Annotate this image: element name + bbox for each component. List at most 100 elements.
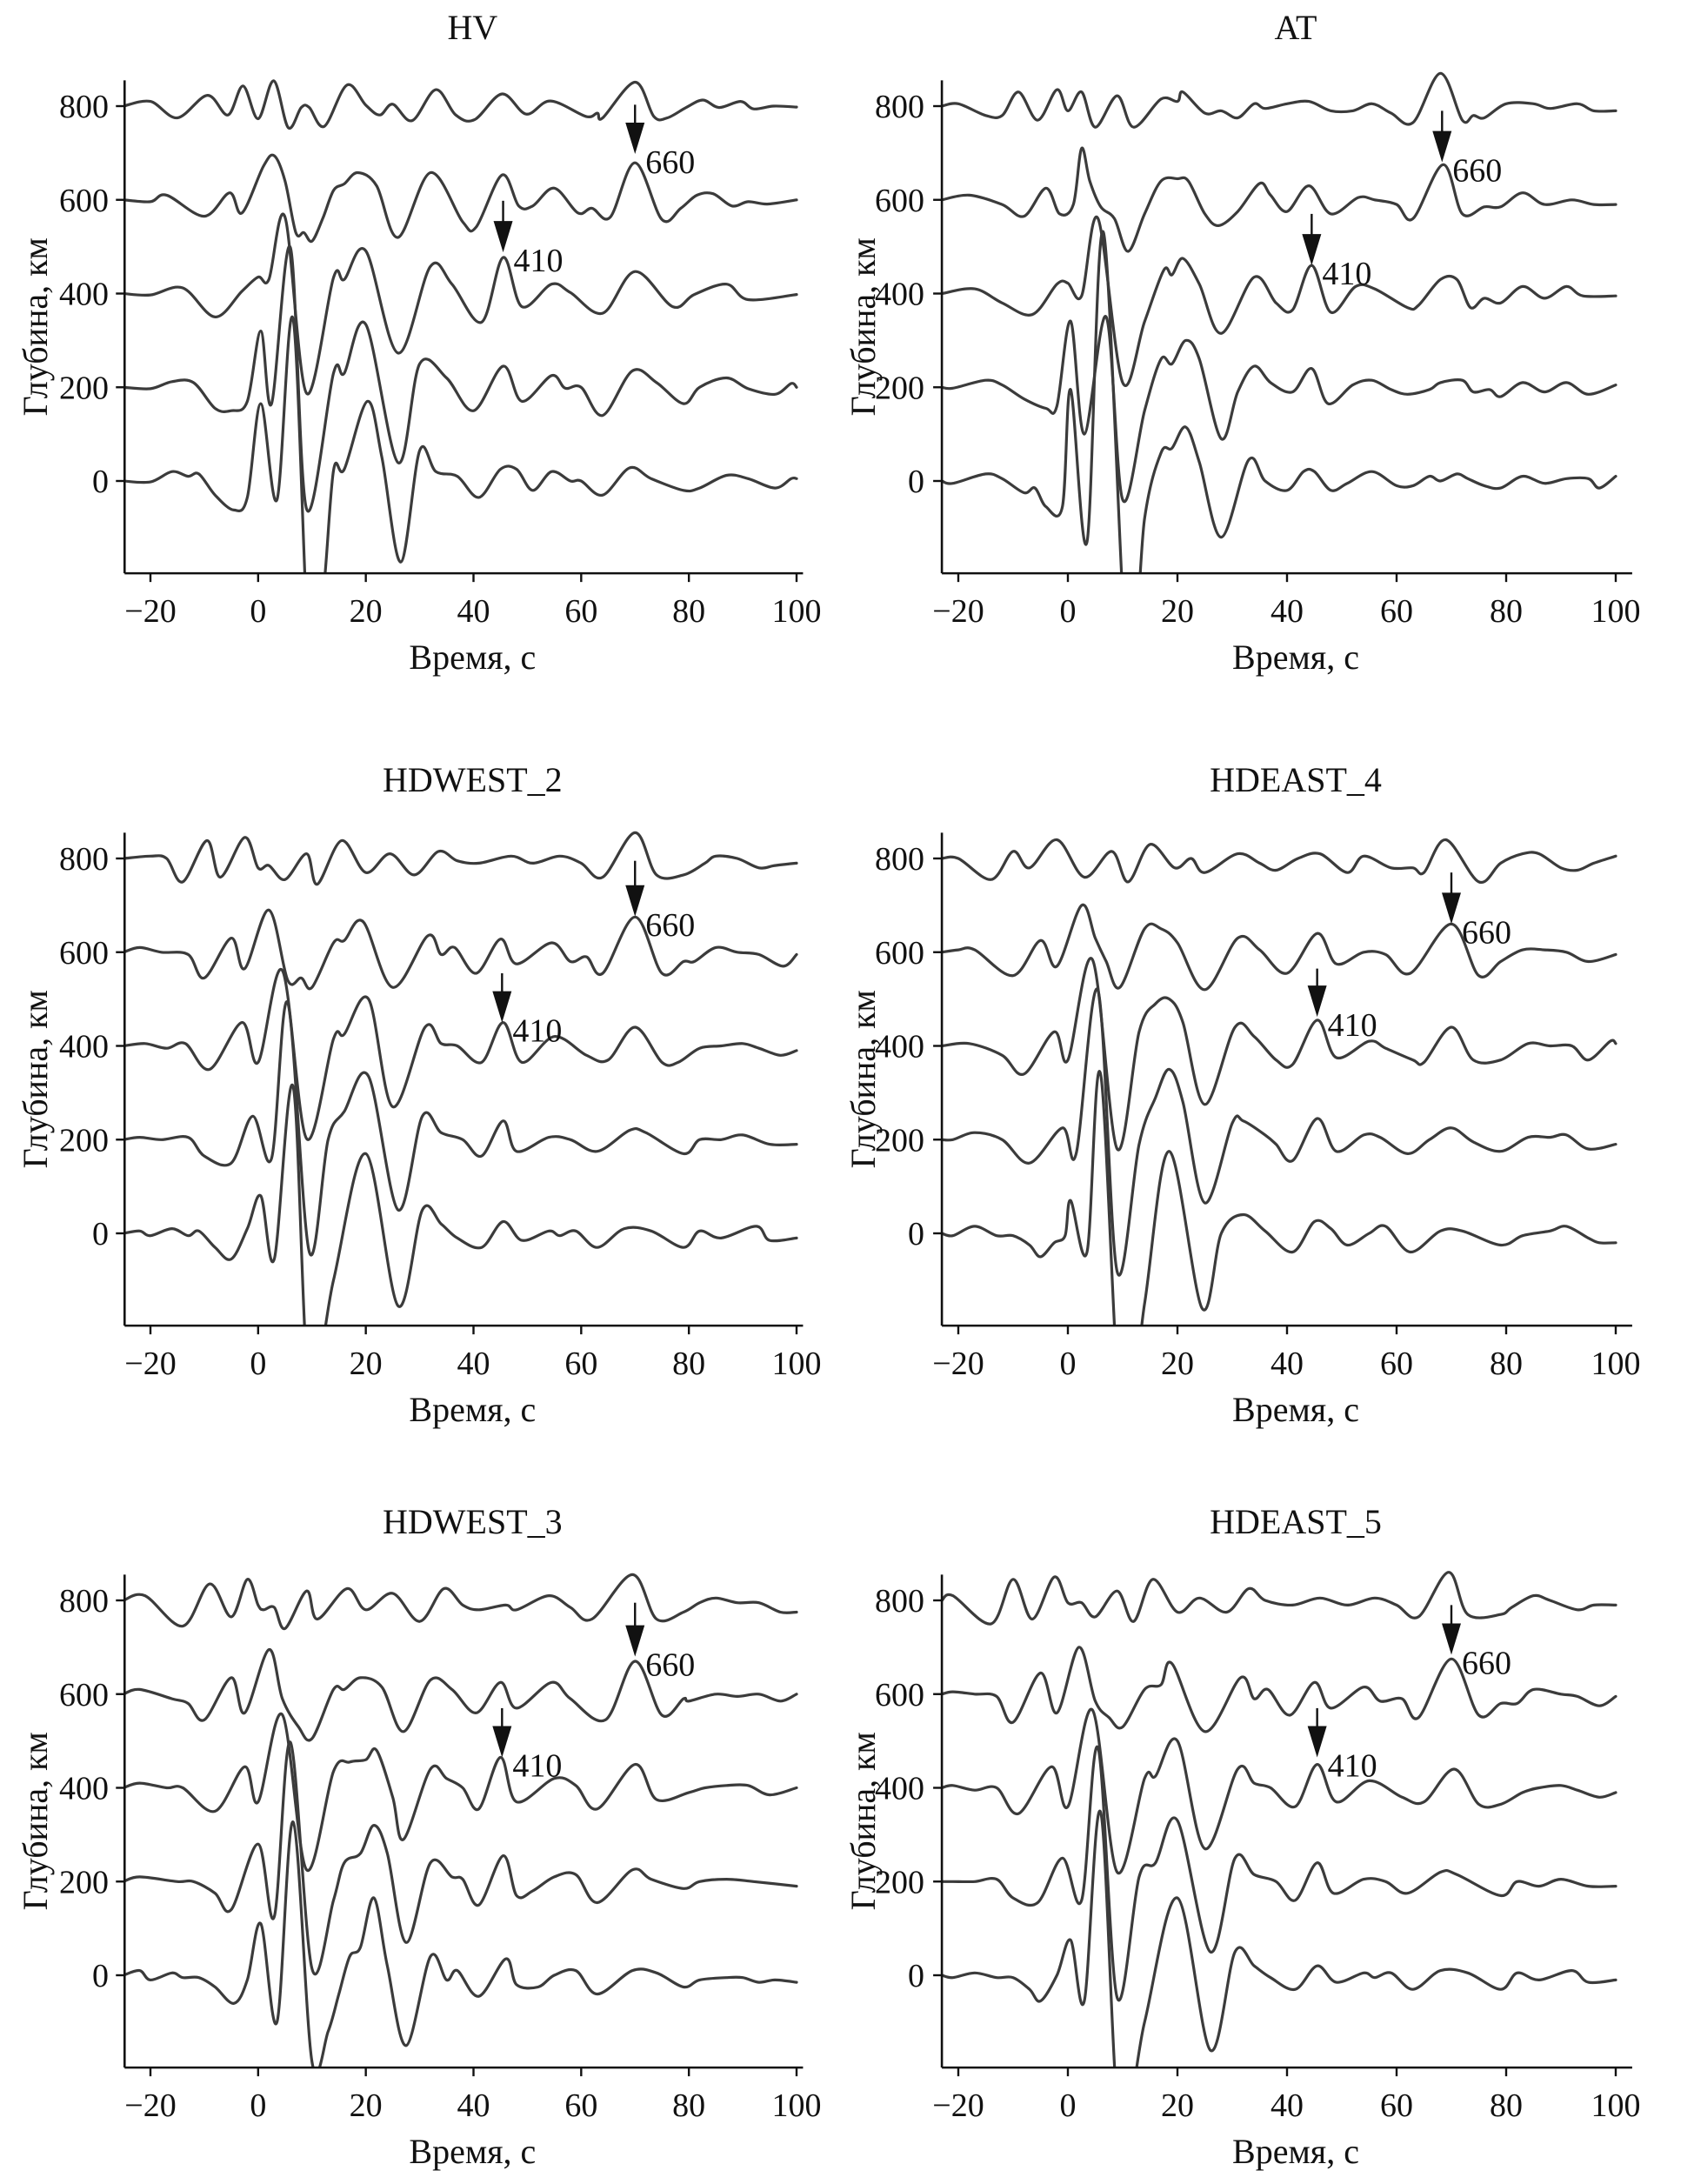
y-tick-label: 800: [59, 841, 109, 878]
panel-hdwest-2: HDWEST_2 0 200 400 600 800 −20 0 20 40 60 80 100 Врем…: [16, 760, 822, 1429]
panel-title: HDEAST_5: [1210, 1502, 1382, 1541]
trace-0km: [942, 1070, 1617, 1326]
x-tick-label: 100: [1591, 2087, 1641, 2124]
trace-600km: [124, 153, 798, 244]
trace-200km: [942, 1745, 1617, 2002]
arrow-410: 410: [1307, 968, 1377, 1044]
trace-0km: [942, 1809, 1617, 2068]
trace-800km: [124, 831, 798, 886]
x-tick-label: 20: [1161, 593, 1194, 630]
trace-800km: [942, 838, 1617, 885]
y-axis-label: Глубина, км: [16, 237, 55, 416]
x-tick-label: −20: [932, 1346, 984, 1382]
arrow-down-icon: [1442, 892, 1461, 925]
arrow-660: 660: [625, 104, 695, 181]
x-tick-label: 20: [350, 2087, 383, 2124]
x-tick-label: 60: [1380, 1346, 1413, 1382]
arrow-410: 410: [493, 200, 564, 279]
trace-400km: [124, 967, 798, 1141]
x-tick-label: 40: [457, 2087, 490, 2124]
y-tick-label: 400: [59, 1029, 109, 1065]
y-tick-label: 400: [59, 277, 109, 313]
panel-hv: HV 0 200 400 600 800 −20 0 20 40 60 80 100 Время, с Гл…: [16, 8, 822, 677]
discontinuity-label: 660: [1462, 914, 1511, 951]
y-axis-label: Глубина, км: [844, 990, 883, 1168]
x-tick-label: 20: [350, 593, 383, 630]
trace-600km: [942, 903, 1617, 992]
x-tick-label: −20: [124, 593, 176, 630]
trace-800km: [124, 79, 798, 130]
x-tick-label: 20: [1161, 1346, 1194, 1382]
arrow-660: 660: [1442, 1605, 1511, 1681]
x-tick-label: 0: [250, 1346, 266, 1382]
trace-400km: [942, 957, 1617, 1152]
y-tick-label: 800: [875, 89, 924, 125]
x-tick-label: 40: [1270, 593, 1304, 630]
x-tick-label: 80: [672, 593, 705, 630]
x-axis-label: Время, с: [1232, 2132, 1359, 2171]
y-tick-label: 200: [875, 370, 924, 406]
trace-600km: [124, 908, 798, 991]
y-tick-label: 400: [59, 1771, 109, 1807]
arrow-down-icon: [1442, 1623, 1461, 1655]
x-tick-label: −20: [124, 2087, 176, 2124]
y-tick-label: 600: [875, 1677, 924, 1713]
y-tick-label: 0: [92, 464, 109, 500]
arrow-410: 410: [1302, 213, 1371, 292]
panel-title: AT: [1275, 8, 1317, 47]
y-tick-label: 600: [59, 935, 109, 972]
panel-title: HV: [447, 8, 497, 47]
discontinuity-label: 410: [512, 1013, 562, 1050]
x-tick-label: 80: [672, 2087, 705, 2124]
y-axis-label: Глубина, км: [16, 990, 55, 1168]
arrow-down-icon: [1307, 985, 1327, 1018]
y-axis-label: Глубина, км: [844, 237, 883, 416]
trace-800km: [124, 1573, 798, 1630]
traces: [124, 1573, 798, 2068]
x-tick-label: 60: [1380, 593, 1413, 630]
trace-800km: [942, 1571, 1617, 1626]
arrow-down-icon: [1432, 130, 1452, 163]
y-tick-label: 800: [875, 1583, 924, 1620]
arrow-660: 660: [625, 1602, 695, 1684]
y-tick-label: 0: [92, 1216, 109, 1252]
arrow-410: 410: [492, 1707, 562, 1784]
x-tick-label: 80: [1490, 593, 1523, 630]
traces: [124, 831, 798, 1326]
x-tick-label: 0: [250, 2087, 266, 2124]
x-axis-label: Время, с: [1232, 638, 1359, 677]
x-tick-label: 100: [772, 2087, 822, 2124]
discontinuity-label: 660: [1452, 153, 1502, 190]
trace-600km: [124, 1647, 798, 1742]
arrow-down-icon: [1307, 1726, 1327, 1758]
x-tick-label: 60: [564, 593, 597, 630]
trace-200km: [942, 987, 1617, 1277]
discontinuity-label: 660: [645, 144, 695, 181]
y-tick-label: 200: [59, 370, 109, 406]
arrow-660: 660: [1442, 872, 1511, 951]
trace-0km: [942, 230, 1617, 574]
y-tick-label: 0: [908, 464, 924, 500]
discontinuity-label: 410: [1328, 1007, 1377, 1044]
x-tick-label: 40: [457, 593, 490, 630]
panel-title: HDWEST_3: [383, 1502, 563, 1541]
trace-0km: [124, 1083, 798, 1326]
x-tick-label: 20: [1161, 2087, 1194, 2124]
arrow-down-icon: [1302, 234, 1322, 266]
discontinuity-label: 660: [1462, 1645, 1511, 1681]
y-tick-label: 600: [875, 183, 924, 219]
x-tick-label: 40: [457, 1346, 490, 1382]
panel-hdwest-3: HDWEST_3 0 200 400 600 800 −20 0 20 40 60 80 100 Врем…: [16, 1502, 822, 2171]
discontinuity-label: 660: [645, 907, 695, 944]
y-tick-label: 200: [875, 1122, 924, 1159]
arrow-down-icon: [625, 885, 645, 917]
trace-600km: [942, 146, 1617, 253]
x-tick-label: 80: [1490, 1346, 1523, 1382]
arrow-660: 660: [1432, 110, 1502, 190]
arrow-down-icon: [492, 1726, 512, 1758]
y-tick-label: 600: [59, 1677, 109, 1713]
y-tick-label: 400: [875, 1771, 924, 1807]
arrow-410: 410: [492, 972, 562, 1050]
